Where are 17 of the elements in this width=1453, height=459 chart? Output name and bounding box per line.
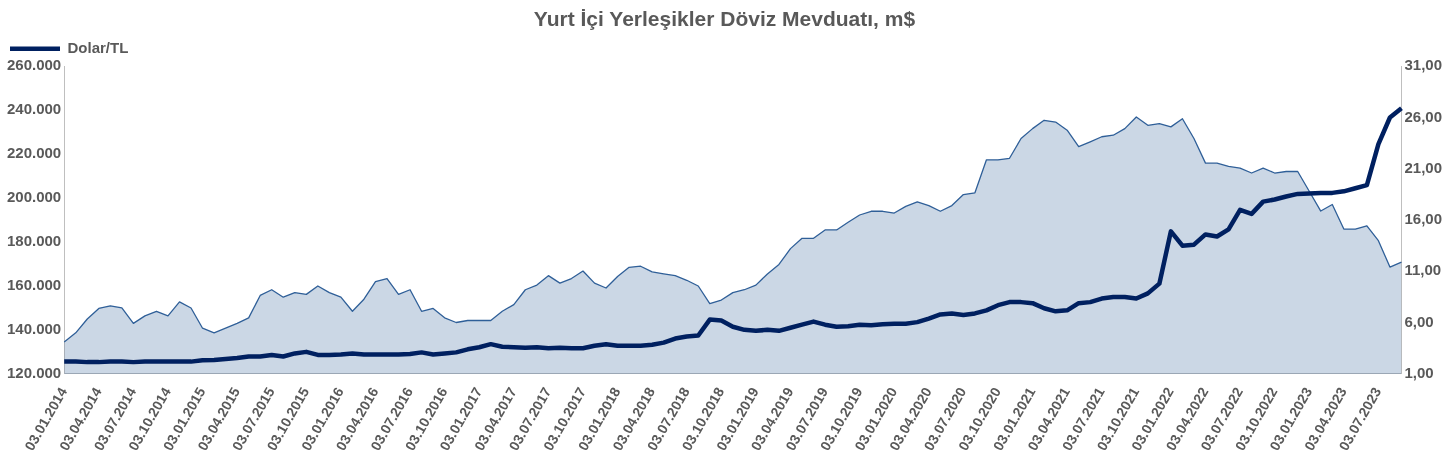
y2-tick-label: 21,00	[1404, 158, 1443, 176]
y-tick-label: 120.000	[6, 364, 62, 382]
chart-title: Yurt İçi Yerleşikler Döviz Mevduatı, m$	[533, 7, 916, 31]
y-tick-label: 220.000	[6, 144, 62, 162]
y2-tick-label: 26,00	[1404, 107, 1443, 125]
y2-tick-label: 6,00	[1404, 312, 1434, 330]
y-tick-label: 180.000	[6, 232, 62, 250]
legend-label: Dolar/TL	[67, 38, 129, 56]
y-tick-label: 260.000	[6, 56, 62, 74]
y-tick-label: 160.000	[6, 276, 62, 294]
y2-tick-label: 31,00	[1404, 56, 1443, 74]
y2-tick-label: 11,00	[1404, 261, 1442, 279]
y-tick-label: 200.000	[6, 188, 62, 206]
y2-tick-label: 1,00	[1404, 364, 1434, 382]
y2-tick-label: 16,00	[1404, 210, 1443, 228]
y-tick-label: 240.000	[6, 100, 62, 118]
y-tick-label: 140.000	[6, 320, 62, 338]
